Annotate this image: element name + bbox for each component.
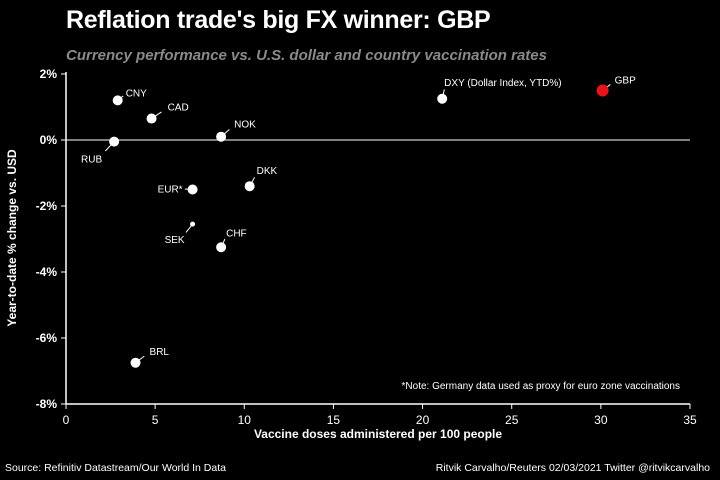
point-label: SEK	[165, 235, 185, 246]
data-point	[244, 181, 255, 192]
highlight-point	[596, 84, 609, 97]
source-credit: Source: Refinitiv Datastream/Our World I…	[5, 462, 226, 474]
chart-title: Reflation trade's big FX winner: GBP	[66, 6, 491, 34]
point-label: GBP	[615, 76, 636, 87]
data-point	[216, 242, 227, 253]
x-tick-label: 5	[152, 413, 159, 427]
data-point	[130, 357, 141, 368]
y-tick-label: -4%	[36, 265, 58, 279]
point-label: BRL	[150, 347, 170, 358]
point-label: EUR*	[158, 185, 183, 196]
x-tick-label: 10	[238, 413, 252, 427]
author-credit: Ritvik Carvalho/Reuters 02/03/2021 Twitt…	[435, 462, 710, 474]
chart-note: *Note: Germany data used as proxy for eu…	[402, 381, 680, 392]
x-tick-label: 30	[594, 413, 608, 427]
data-point	[187, 184, 198, 195]
data-point	[190, 221, 196, 227]
point-label: CAD	[168, 103, 189, 114]
chart-subtitle: Currency performance vs. U.S. dollar and…	[66, 47, 547, 64]
point-label: DXY (Dollar Index, YTD%)	[444, 78, 561, 89]
x-tick-label: 20	[416, 413, 430, 427]
data-point	[437, 93, 448, 104]
point-label: NOK	[234, 120, 256, 131]
point-label: RUB	[81, 155, 102, 166]
x-tick-label: 35	[683, 413, 697, 427]
y-tick-label: -8%	[36, 397, 58, 411]
y-tick-label: 0%	[40, 133, 58, 147]
x-tick-label: 25	[505, 413, 519, 427]
x-axis-label: Vaccine doses administered per 100 peopl…	[254, 427, 502, 441]
data-point	[112, 95, 123, 106]
x-tick-label: 15	[327, 413, 341, 427]
y-axis-label: Year-to-date % change vs. USD	[5, 149, 19, 327]
point-label: CNY	[126, 88, 147, 99]
x-tick-label: 0	[63, 413, 70, 427]
y-tick-label: -2%	[36, 199, 58, 213]
data-point	[216, 131, 227, 142]
point-label: CHF	[226, 228, 247, 239]
y-tick-label: 2%	[40, 67, 58, 81]
data-point	[109, 136, 120, 147]
data-point	[146, 113, 157, 124]
point-label: DKK	[257, 166, 278, 177]
y-tick-label: -6%	[36, 331, 58, 345]
